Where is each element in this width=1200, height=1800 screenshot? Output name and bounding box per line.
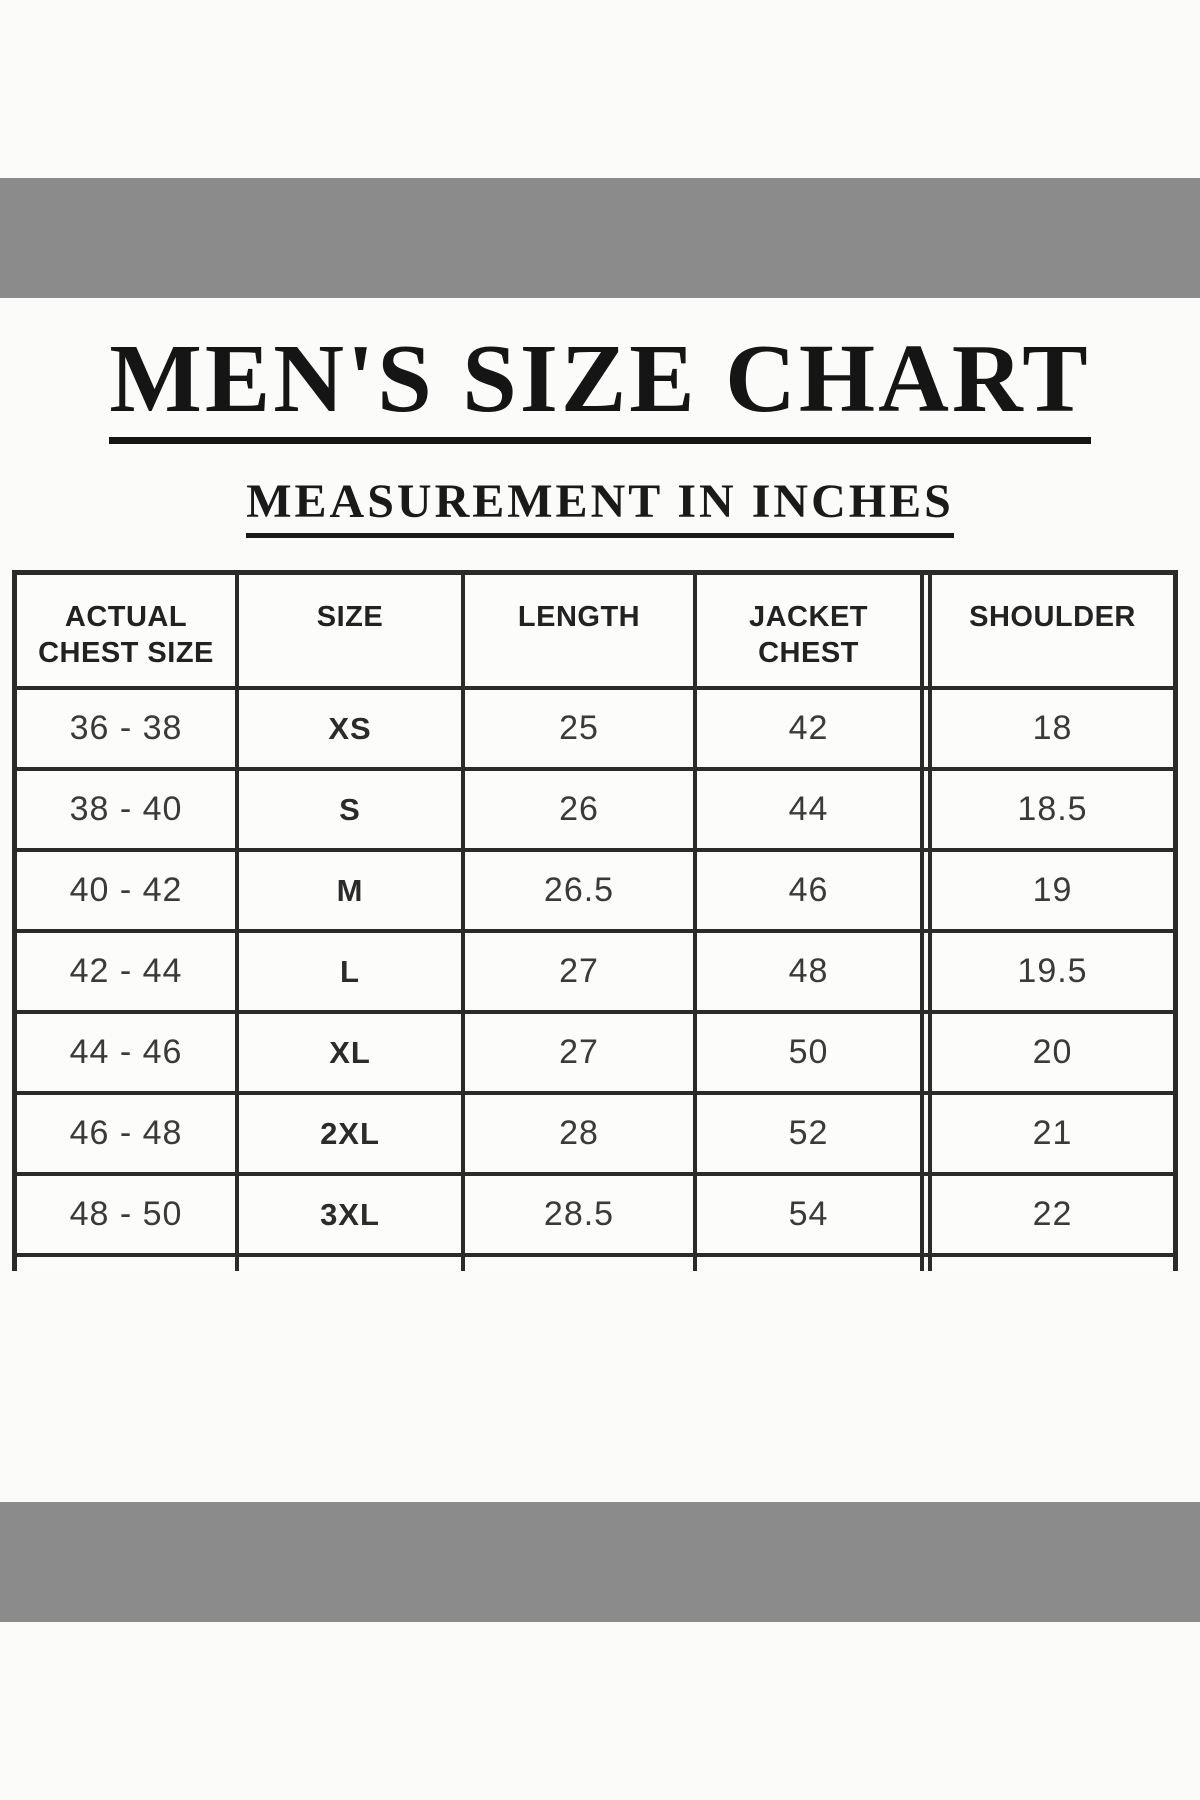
cell-size: L	[239, 933, 465, 1010]
cell-size: 3XL	[239, 1176, 465, 1253]
header-size: SIZE	[239, 575, 465, 686]
cell-chest-range: 36 - 38	[17, 690, 239, 767]
cell-empty	[932, 1257, 1173, 1271]
double-rule	[920, 852, 932, 929]
table-row-xs: 36 - 38 XS 25 42 18	[17, 690, 1173, 771]
bottom-banner	[0, 1502, 1200, 1622]
cell-shoulder: 19.5	[1017, 952, 1088, 990]
cell-empty	[17, 1257, 239, 1271]
cell-size: M	[239, 852, 465, 929]
table-row-s: 38 - 40 S 26 44 18.5	[17, 771, 1173, 852]
cell-jacket-chest: 46	[788, 871, 829, 909]
table-row-m: 40 - 42 M 26.5 46 19	[17, 852, 1173, 933]
cell-length: 26.5	[465, 852, 697, 929]
double-rule	[920, 1257, 932, 1271]
cell-jacket-chest: 50	[788, 1033, 829, 1071]
header-line: ACTUAL	[64, 601, 188, 633]
cell-shoulder: 21	[1032, 1114, 1073, 1152]
header-line: CHEST SIZE	[38, 637, 214, 669]
cell-shoulder: 18	[1032, 709, 1073, 747]
cell-jacket-chest: 42	[788, 709, 829, 747]
double-rule	[920, 1014, 932, 1091]
cell-empty	[465, 1257, 697, 1271]
cell-chest-range: 46 - 48	[17, 1095, 239, 1172]
page-title: MEN'S SIZE CHART	[109, 330, 1091, 444]
cell-shoulder: 22	[1032, 1195, 1073, 1233]
cell-length: 27	[465, 933, 697, 1010]
cell-length: 27	[465, 1014, 697, 1091]
cell-length: 28.5	[465, 1176, 697, 1253]
double-rule	[920, 771, 932, 848]
double-rule	[920, 575, 932, 686]
cell-size: XS	[239, 690, 465, 767]
header-line: SIZE	[316, 601, 384, 633]
double-rule	[920, 1095, 932, 1172]
header-length: LENGTH	[465, 575, 697, 686]
cell-jacket-chest: 52	[788, 1114, 829, 1152]
table-row-l: 42 - 44 L 27 48 19.5	[17, 933, 1173, 1014]
header-actual-chest-size: ACTUAL CHEST SIZE	[17, 575, 239, 686]
header-line: CHEST	[758, 637, 859, 669]
header-jacket-chest: JACKET CHEST	[697, 575, 920, 686]
cell-size: XL	[239, 1014, 465, 1091]
cell-jacket-chest: 48	[788, 952, 829, 990]
cell-chest-range: 38 - 40	[17, 771, 239, 848]
table-row-3xl: 48 - 50 3XL 28.5 54 22	[17, 1176, 1173, 1257]
header-line: SHOULDER	[969, 601, 1136, 633]
cell-empty	[239, 1257, 465, 1271]
top-banner	[0, 178, 1200, 298]
cell-length: 25	[465, 690, 697, 767]
cell-chest-range: 42 - 44	[17, 933, 239, 1010]
double-rule	[920, 1176, 932, 1253]
table-row-cutoff	[17, 1257, 1173, 1271]
subtitle-block: MEASUREMENT IN INCHES	[0, 475, 1200, 538]
cell-shoulder: 18.5	[1017, 790, 1088, 828]
cell-jacket-chest: 44	[788, 790, 829, 828]
size-chart-table: ACTUAL CHEST SIZE SIZE LENGTH JACKET CHE…	[12, 570, 1178, 1271]
cell-jacket-chest: 54	[788, 1195, 829, 1233]
header-line: JACKET	[748, 601, 868, 633]
double-rule	[920, 933, 932, 1010]
cell-empty	[697, 1257, 920, 1271]
double-rule	[920, 690, 932, 767]
cell-length: 28	[465, 1095, 697, 1172]
table-row-xl: 44 - 46 XL 27 50 20	[17, 1014, 1173, 1095]
header-shoulder: SHOULDER	[932, 575, 1173, 686]
cell-chest-range: 44 - 46	[17, 1014, 239, 1091]
cell-length: 26	[465, 771, 697, 848]
cell-shoulder: 19	[1032, 871, 1073, 909]
page-subtitle: MEASUREMENT IN INCHES	[246, 475, 954, 538]
header-line: LENGTH	[517, 601, 641, 633]
table-row-2xl: 46 - 48 2XL 28 52 21	[17, 1095, 1173, 1176]
cell-size: 2XL	[239, 1095, 465, 1172]
table-header-row: ACTUAL CHEST SIZE SIZE LENGTH JACKET CHE…	[17, 575, 1173, 690]
cell-chest-range: 40 - 42	[17, 852, 239, 929]
cell-shoulder: 20	[1032, 1033, 1073, 1071]
cell-chest-range: 48 - 50	[17, 1176, 239, 1253]
title-block: MEN'S SIZE CHART	[0, 330, 1200, 444]
cell-size: S	[239, 771, 465, 848]
